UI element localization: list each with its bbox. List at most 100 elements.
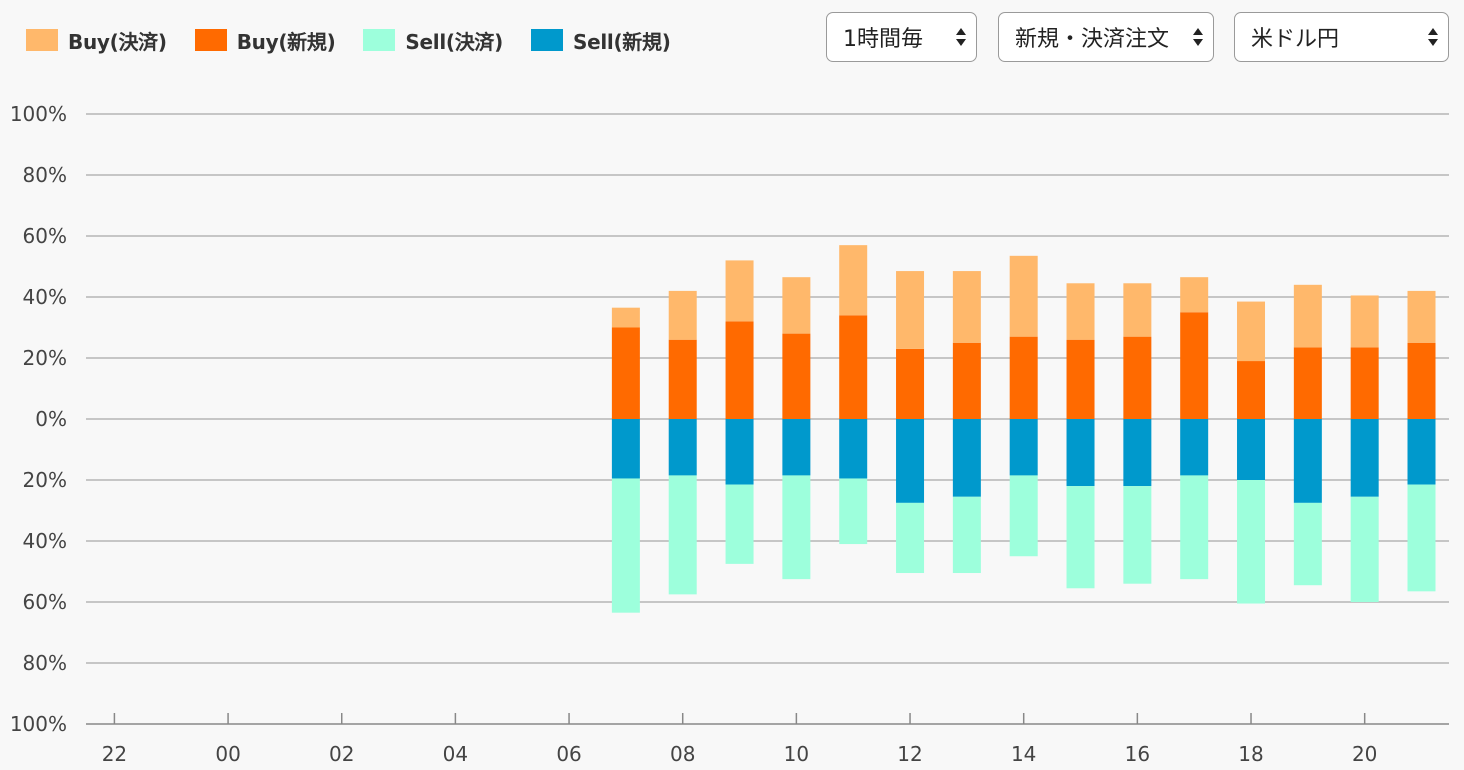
- bar-buy-new[interactable]: [1066, 339, 1095, 419]
- bar-sell-close[interactable]: [952, 496, 981, 574]
- bar-buy-close[interactable]: [1123, 283, 1152, 337]
- bar-buy-new[interactable]: [1237, 361, 1266, 419]
- bar-sell-new[interactable]: [1237, 419, 1266, 480]
- y-tick-label: 20%: [23, 468, 67, 492]
- bar-buy-close[interactable]: [1066, 283, 1095, 340]
- bar-sell-close[interactable]: [1180, 475, 1209, 580]
- bar-buy-new[interactable]: [1407, 342, 1436, 419]
- bar-buy-new[interactable]: [839, 315, 868, 419]
- y-tick-label: 60%: [23, 224, 67, 248]
- bar-sell-close[interactable]: [1293, 502, 1322, 586]
- x-tick-label: 22: [102, 742, 127, 766]
- bar-buy-new[interactable]: [611, 327, 640, 420]
- x-tick-label: 08: [670, 742, 695, 766]
- y-tick-label: 0%: [35, 407, 67, 431]
- bar-sell-close[interactable]: [668, 475, 697, 595]
- bar-sell-new[interactable]: [952, 419, 981, 497]
- bar-sell-close[interactable]: [1009, 475, 1038, 557]
- bar-buy-close[interactable]: [1237, 301, 1266, 362]
- legend-swatch: [194, 29, 227, 51]
- currency-pair-select[interactable]: 米ドル円: [1234, 12, 1449, 62]
- bar-sell-new[interactable]: [1180, 419, 1209, 476]
- bar-buy-close[interactable]: [896, 271, 925, 349]
- legend-label: Sell(決済): [405, 29, 503, 54]
- bar-sell-new[interactable]: [1350, 419, 1379, 497]
- x-tick-label: 06: [556, 742, 581, 766]
- bar-sell-new[interactable]: [1293, 419, 1322, 503]
- chart-bars: [611, 245, 1436, 613]
- bar-buy-close[interactable]: [952, 271, 981, 343]
- currency-pair-select-value: 米ドル円: [1251, 27, 1340, 52]
- bar-sell-new[interactable]: [1407, 419, 1436, 485]
- legend-item[interactable]: Buy(新規): [194, 26, 336, 55]
- bar-sell-close[interactable]: [1066, 486, 1095, 589]
- y-tick-label: 100%: [10, 102, 67, 126]
- bar-buy-new[interactable]: [725, 321, 754, 419]
- bar-buy-close[interactable]: [725, 260, 754, 322]
- legend-swatch: [26, 29, 58, 51]
- y-tick-label: 100%: [10, 712, 67, 736]
- bar-buy-close[interactable]: [1009, 255, 1038, 337]
- bar-buy-close[interactable]: [1350, 295, 1379, 348]
- bar-buy-new[interactable]: [1009, 336, 1038, 419]
- bar-buy-close[interactable]: [782, 277, 811, 334]
- bar-buy-new[interactable]: [1123, 336, 1152, 419]
- order-type-select[interactable]: 新規・決済注文: [998, 12, 1214, 62]
- bar-buy-new[interactable]: [1350, 347, 1379, 419]
- interval-select[interactable]: 1時間毎: [826, 12, 977, 62]
- bar-buy-close[interactable]: [839, 245, 868, 316]
- x-tick-label: 20: [1352, 742, 1377, 766]
- interval-select-value: 1時間毎: [843, 27, 923, 52]
- bar-buy-close[interactable]: [1180, 277, 1209, 313]
- bar-sell-new[interactable]: [611, 419, 640, 479]
- bar-sell-close[interactable]: [1350, 496, 1379, 602]
- x-tick-label: 16: [1125, 742, 1150, 766]
- bar-sell-new[interactable]: [1009, 419, 1038, 476]
- bar-buy-close[interactable]: [611, 307, 640, 328]
- y-tick-label: 60%: [23, 590, 67, 614]
- x-axis: 22 00 02 04 06 08 10 12 14 16 18 20: [102, 713, 1377, 766]
- bar-buy-new[interactable]: [668, 339, 697, 419]
- bar-sell-new[interactable]: [1066, 419, 1095, 487]
- bar-sell-new[interactable]: [1123, 419, 1152, 487]
- select-arrows-icon: [1428, 28, 1438, 46]
- bar-sell-new[interactable]: [782, 419, 811, 476]
- legend-item[interactable]: Sell(新規): [530, 26, 671, 55]
- bar-buy-new[interactable]: [952, 342, 981, 419]
- bar-sell-new[interactable]: [896, 419, 925, 503]
- legend-label: Sell(新規): [572, 29, 671, 54]
- y-tick-label: 40%: [23, 529, 67, 553]
- legend-item[interactable]: Buy(決済): [26, 26, 167, 55]
- chart-legend: Buy(決済) Buy(新規) Sell(決済) Sell(新規): [26, 26, 699, 54]
- bar-buy-close[interactable]: [1407, 290, 1436, 343]
- bar-buy-new[interactable]: [782, 333, 811, 419]
- bar-buy-new[interactable]: [1180, 312, 1209, 419]
- bar-sell-close[interactable]: [839, 478, 868, 545]
- chart-grid: [86, 113, 1449, 725]
- legend-item[interactable]: Sell(決済): [363, 26, 503, 55]
- bar-sell-new[interactable]: [725, 419, 754, 485]
- bar-sell-close[interactable]: [611, 478, 640, 613]
- select-arrows-icon: [1193, 28, 1203, 46]
- bar-sell-new[interactable]: [668, 419, 697, 476]
- x-tick-label: 00: [215, 742, 240, 766]
- bar-sell-new[interactable]: [839, 419, 868, 479]
- y-tick-label: 20%: [23, 346, 67, 370]
- bar-sell-close[interactable]: [896, 502, 925, 574]
- bar-sell-close[interactable]: [725, 484, 754, 564]
- bar-sell-close[interactable]: [1123, 486, 1152, 584]
- y-tick-label: 40%: [23, 285, 67, 309]
- x-tick-label: 10: [784, 742, 809, 766]
- legend-swatch: [363, 29, 396, 51]
- x-tick-label: 02: [329, 742, 354, 766]
- bar-buy-new[interactable]: [1293, 347, 1322, 419]
- bar-buy-close[interactable]: [1293, 284, 1322, 348]
- x-tick-label: 18: [1238, 742, 1263, 766]
- bar-sell-close[interactable]: [782, 475, 811, 580]
- bar-buy-close[interactable]: [668, 290, 697, 340]
- x-tick-label: 04: [443, 742, 468, 766]
- bar-buy-new[interactable]: [896, 348, 925, 419]
- bar-sell-close[interactable]: [1407, 484, 1436, 592]
- bar-sell-close[interactable]: [1237, 480, 1266, 604]
- y-tick-label: 80%: [23, 163, 67, 187]
